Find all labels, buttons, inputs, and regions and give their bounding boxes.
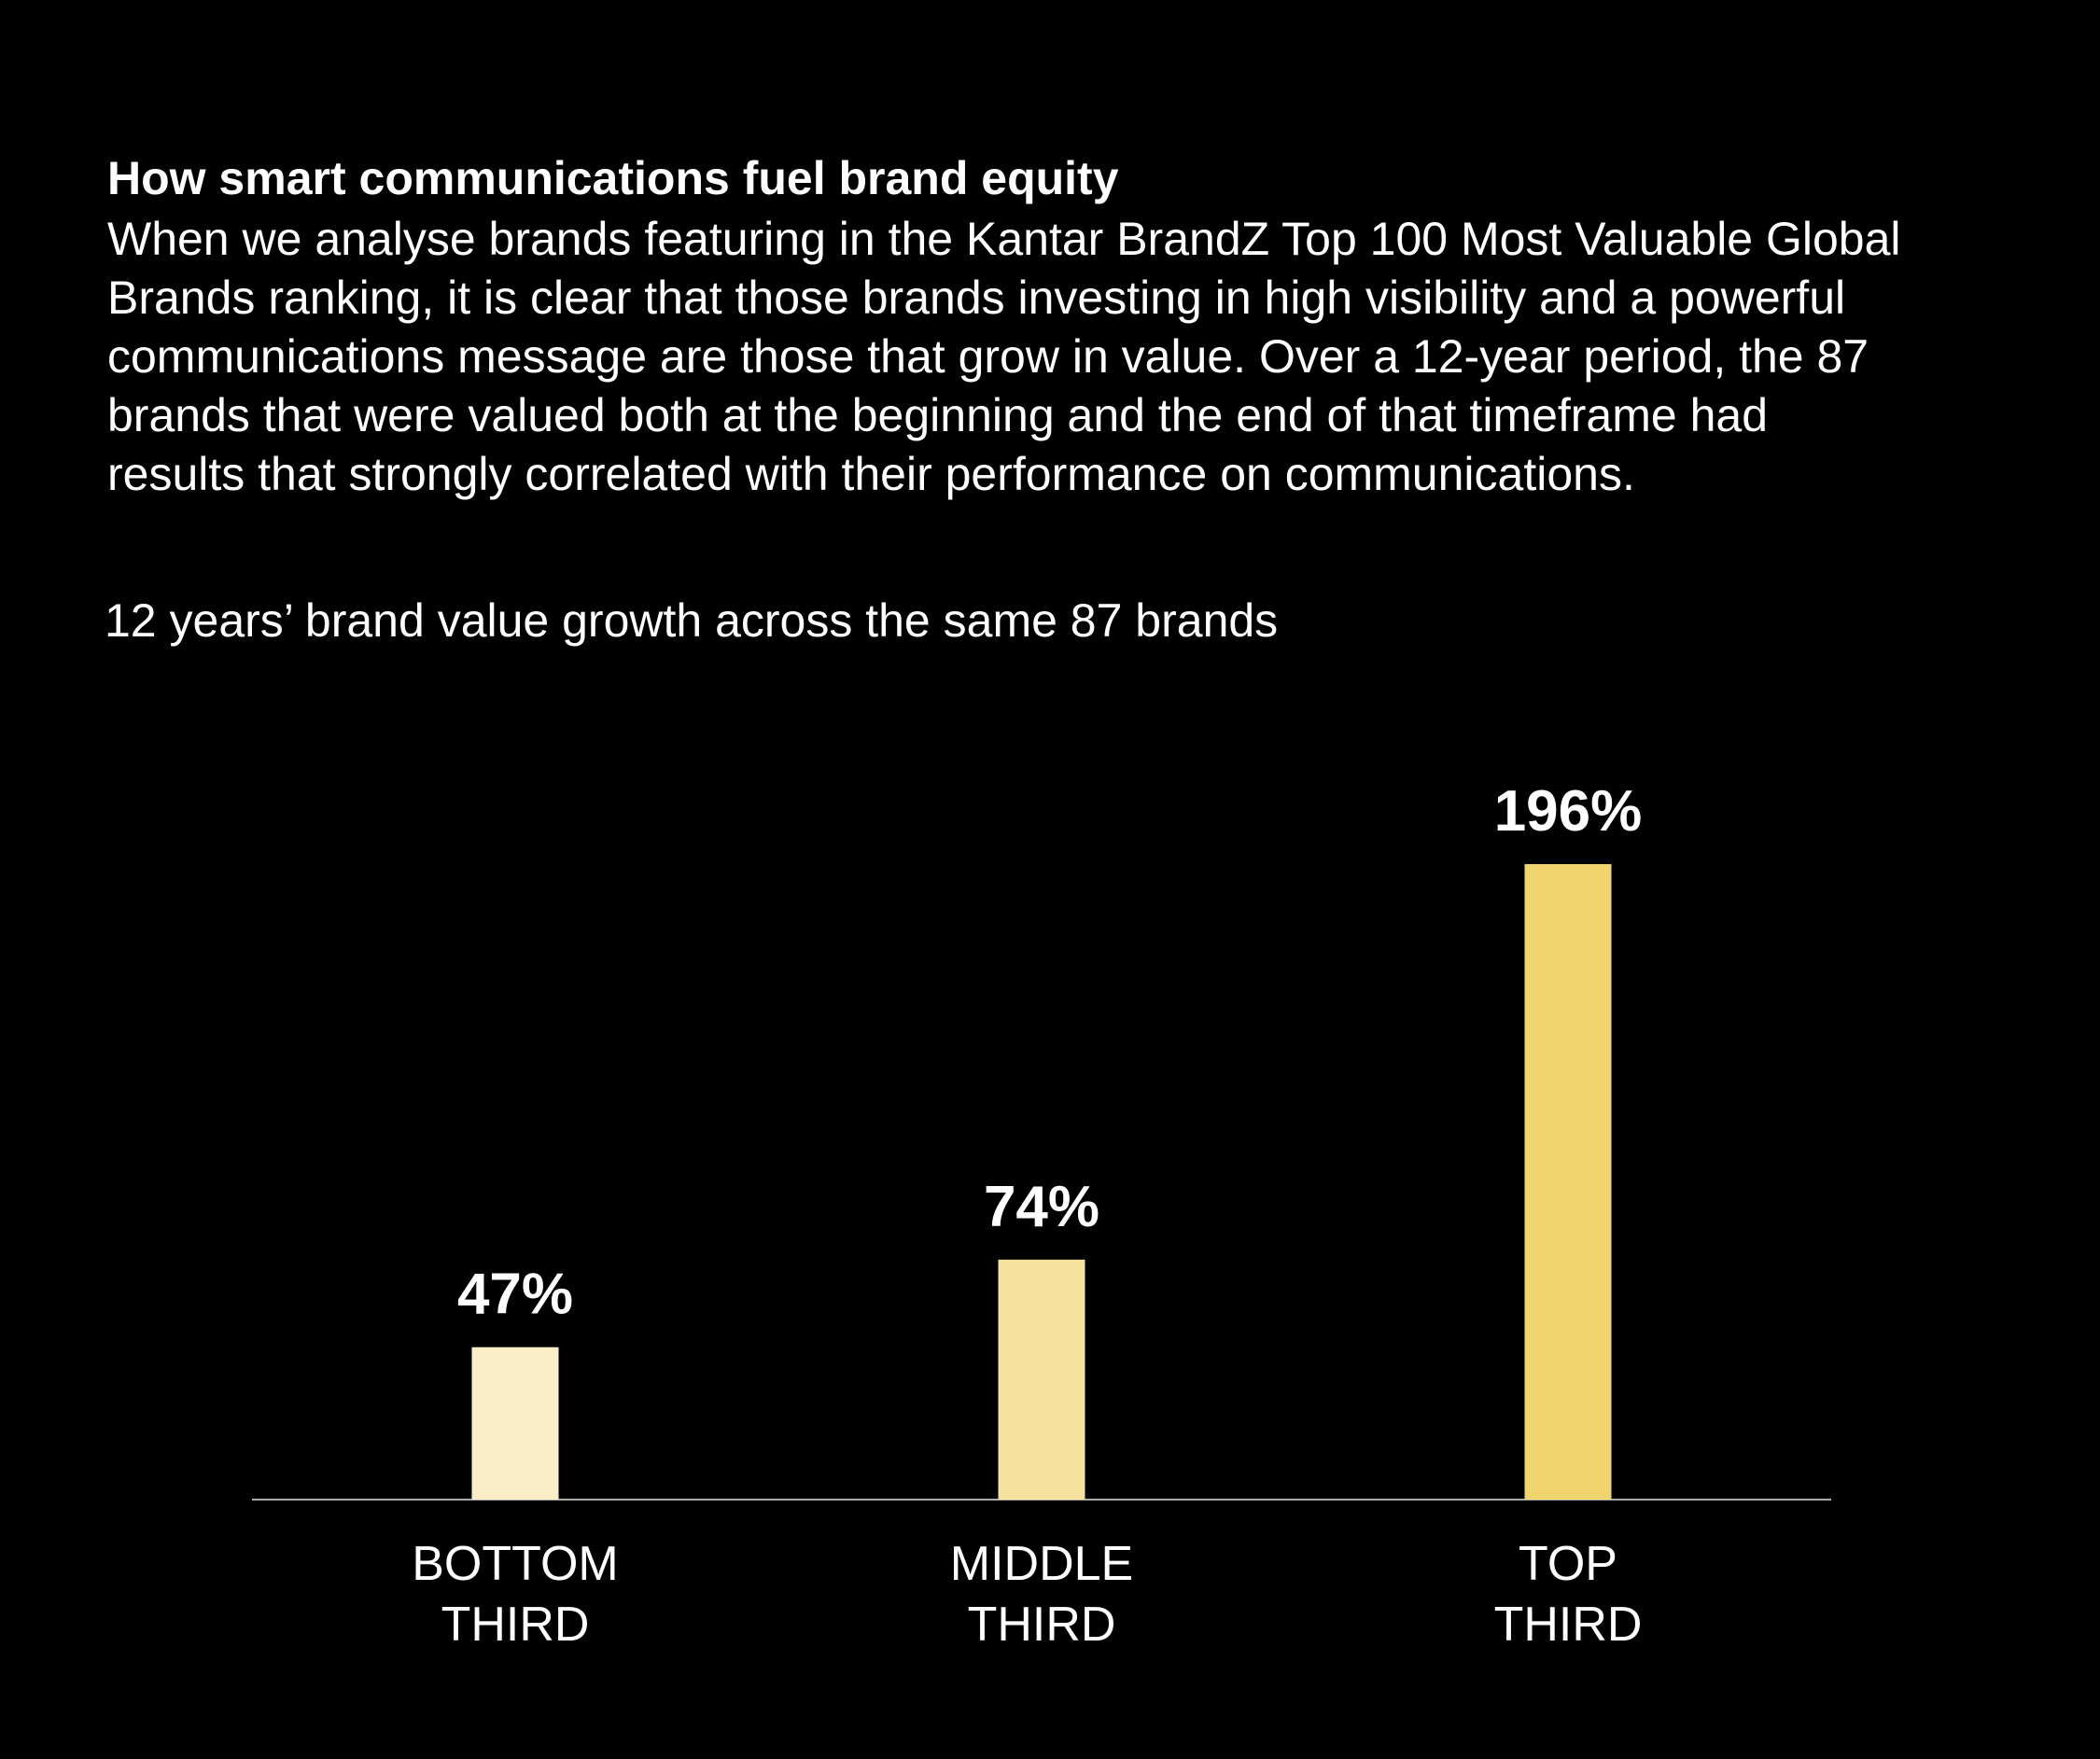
value-label: 47% [457, 1263, 573, 1327]
header-title: How smart communications fuel brand equi… [107, 152, 1119, 204]
body-line: Brands ranking, it is clear that those b… [107, 272, 1845, 324]
value-label: 74% [984, 1175, 1099, 1239]
body-line: brands that were valued both at the begi… [107, 389, 1768, 441]
x-tick-label: TOP [1519, 1537, 1617, 1591]
x-tick-label: THIRD [968, 1598, 1116, 1652]
body-line: results that strongly correlated with th… [107, 448, 1635, 500]
x-tick-label: THIRD [441, 1598, 590, 1652]
bar [471, 1347, 559, 1500]
chart-title: 12 years’ brand value growth across the … [105, 594, 1278, 647]
bar [1524, 864, 1612, 1500]
bar [998, 1259, 1085, 1500]
body-line: communications message are those that gr… [107, 330, 1869, 383]
x-tick-label: THIRD [1494, 1598, 1643, 1652]
x-tick-label: BOTTOM [412, 1537, 618, 1591]
x-tick-label: MIDDLE [950, 1537, 1133, 1591]
value-label: 196% [1494, 779, 1643, 844]
body-line: When we analyse brands featuring in the … [107, 213, 1901, 265]
